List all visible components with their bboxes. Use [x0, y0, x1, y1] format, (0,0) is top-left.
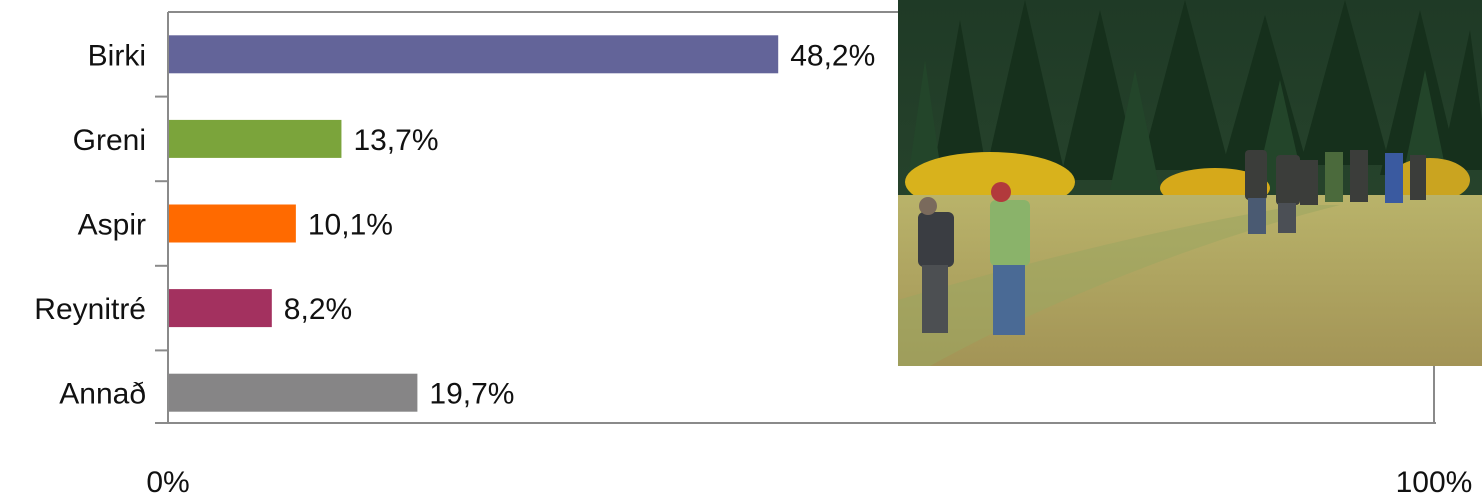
category-label-3: Reynitré	[34, 293, 146, 326]
bars	[169, 35, 779, 412]
value-labels: 48,2% 13,7% 10,1% 8,2% 19,7%	[284, 39, 875, 410]
bar-2	[169, 204, 296, 243]
bar-0	[169, 35, 779, 74]
x-tick-label-max: 100%	[1396, 466, 1473, 499]
x-tick-label-min: 0%	[146, 466, 189, 499]
value-label-0: 48,2%	[790, 39, 875, 72]
value-label-4: 19,7%	[429, 378, 514, 411]
bar-4	[169, 373, 418, 412]
value-label-1: 13,7%	[353, 124, 438, 157]
value-label-3: 8,2%	[284, 293, 352, 326]
category-label-0: Birki	[88, 39, 146, 72]
category-labels: Birki Greni Aspir Reynitré Annað	[34, 39, 146, 410]
value-label-2: 10,1%	[308, 209, 393, 242]
category-label-1: Greni	[73, 124, 146, 157]
category-label-4: Annað	[59, 378, 146, 411]
category-label-2: Aspir	[78, 209, 146, 242]
hiker-figures	[918, 150, 1426, 335]
axes	[155, 11, 1436, 424]
forest-meadow-hikers-photo	[898, 0, 1482, 366]
y-ticks	[155, 95, 168, 352]
bar-3	[169, 289, 272, 328]
bar-1	[169, 119, 342, 158]
